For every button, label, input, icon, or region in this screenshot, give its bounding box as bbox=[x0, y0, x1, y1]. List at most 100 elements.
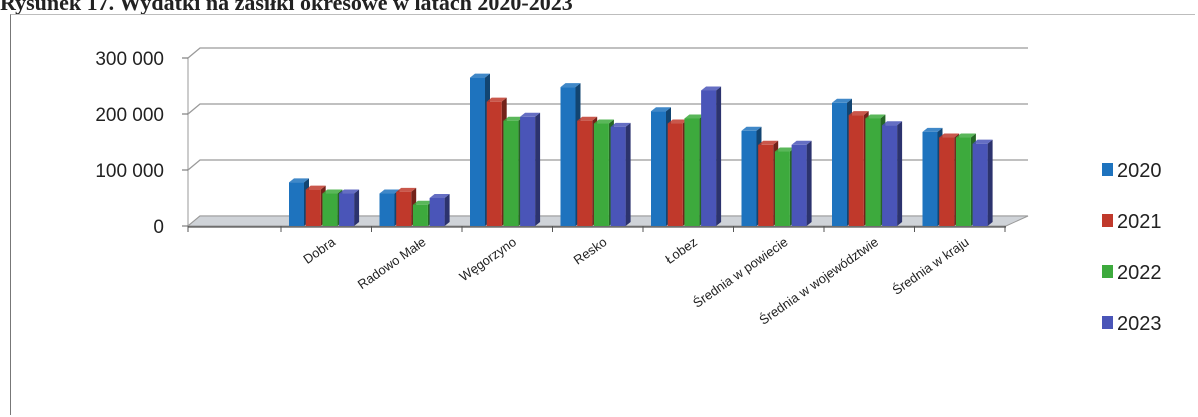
bar-front bbox=[339, 193, 355, 226]
bar bbox=[791, 140, 812, 226]
bar-top bbox=[651, 107, 671, 112]
bar-front bbox=[955, 137, 971, 226]
bar-side bbox=[806, 140, 812, 226]
legend-item: 2021 bbox=[1102, 211, 1162, 233]
bar-front bbox=[667, 123, 683, 226]
bar-front bbox=[922, 131, 938, 226]
bar-top bbox=[429, 194, 450, 198]
bar-top bbox=[289, 178, 309, 183]
bars-layer bbox=[289, 73, 993, 227]
bar bbox=[520, 112, 541, 226]
legend-item: 2023 bbox=[1102, 313, 1162, 335]
legend-swatch bbox=[1102, 214, 1113, 227]
bar-side bbox=[535, 112, 541, 226]
chart-frame bbox=[10, 14, 1195, 415]
bar-top bbox=[741, 126, 762, 131]
bar-front bbox=[774, 151, 790, 226]
bar-front bbox=[560, 87, 576, 227]
bar-top bbox=[972, 139, 993, 144]
bar-top bbox=[684, 114, 705, 119]
bar-top bbox=[339, 189, 360, 194]
bar-front bbox=[865, 118, 881, 226]
bar-front bbox=[972, 143, 988, 226]
y-axis: 0 100 000 200 000 300 000 bbox=[95, 49, 188, 238]
bar-front bbox=[684, 118, 700, 226]
bar-front bbox=[470, 77, 485, 226]
bar-top bbox=[758, 140, 779, 145]
x-category-label: Resko bbox=[571, 234, 610, 267]
bar-front bbox=[322, 193, 338, 226]
bar-front bbox=[939, 137, 955, 226]
y-tick-label: 100 000 bbox=[95, 161, 164, 182]
legend-label: 2021 bbox=[1117, 211, 1162, 233]
bar bbox=[610, 122, 631, 226]
bar-top bbox=[791, 140, 812, 145]
bar-front bbox=[305, 189, 321, 226]
bar-top bbox=[593, 119, 614, 124]
x-category-label: Łobez bbox=[662, 234, 700, 267]
legend-item: 2022 bbox=[1102, 262, 1162, 284]
bar-front bbox=[379, 193, 395, 226]
bar-front bbox=[832, 102, 847, 226]
bar-top bbox=[701, 86, 722, 91]
bar-top bbox=[560, 83, 581, 88]
legend-label: 2023 bbox=[1117, 313, 1162, 335]
legend-item: 2020 bbox=[1102, 160, 1162, 182]
bar-top bbox=[503, 116, 524, 121]
bar-front bbox=[848, 115, 864, 226]
bar-front bbox=[610, 126, 626, 226]
x-category-label: Średnia w powiecie bbox=[690, 234, 790, 311]
bar-front bbox=[429, 198, 445, 226]
y-tick-label: 0 bbox=[153, 217, 164, 238]
x-category-label: Radowo Małe bbox=[355, 234, 429, 292]
bar-top bbox=[610, 122, 631, 127]
x-axis: Dobra Radowo Małe Węgorzyno Resko ŁobezŚredn… bbox=[300, 234, 971, 328]
bar-front bbox=[651, 111, 666, 226]
bar-top bbox=[922, 127, 943, 132]
bar-top bbox=[396, 187, 417, 192]
bar-top bbox=[322, 189, 343, 194]
bar-top bbox=[486, 97, 507, 102]
bar-top bbox=[939, 133, 960, 138]
bar-front bbox=[593, 123, 609, 226]
bar bbox=[701, 86, 722, 226]
bar-front bbox=[503, 120, 519, 226]
bar-front bbox=[741, 130, 757, 226]
bar-side bbox=[716, 86, 722, 226]
y-tick-label: 300 000 bbox=[95, 49, 164, 70]
y-tick-label: 200 000 bbox=[95, 105, 164, 126]
legend: 2020 2021 2022 2023 bbox=[1102, 160, 1162, 335]
bar-side bbox=[897, 121, 903, 226]
bar-front bbox=[577, 120, 593, 226]
bar-front bbox=[412, 204, 428, 226]
bar-side bbox=[354, 189, 360, 226]
bar bbox=[882, 121, 903, 226]
page-title: Rysunek 17. Wydatki na zasiłki okresowe … bbox=[0, 0, 573, 15]
bar-top bbox=[305, 185, 326, 190]
bar-top bbox=[520, 112, 541, 117]
legend-label: 2022 bbox=[1117, 262, 1162, 284]
bar bbox=[429, 194, 450, 226]
bar-top bbox=[774, 147, 795, 152]
legend-swatch bbox=[1102, 163, 1113, 176]
bar-front bbox=[791, 144, 807, 226]
gridline bbox=[187, 47, 1028, 59]
bar bbox=[339, 189, 360, 226]
bar-top bbox=[412, 200, 433, 205]
bar-front bbox=[520, 116, 536, 226]
bar-front bbox=[701, 90, 717, 226]
bar-top bbox=[832, 98, 852, 103]
bar-top bbox=[865, 114, 886, 119]
bar-front bbox=[396, 191, 412, 226]
bar-side bbox=[444, 194, 450, 226]
bar-front bbox=[882, 125, 898, 226]
legend-swatch bbox=[1102, 316, 1113, 329]
legend-swatch bbox=[1102, 265, 1113, 278]
x-category-label: Średnia w kraju bbox=[889, 234, 971, 298]
bar-top bbox=[955, 133, 976, 138]
bar-top bbox=[379, 189, 400, 194]
legend-label: 2020 bbox=[1117, 160, 1162, 182]
bar-top bbox=[577, 116, 598, 121]
bar-front bbox=[289, 182, 304, 226]
